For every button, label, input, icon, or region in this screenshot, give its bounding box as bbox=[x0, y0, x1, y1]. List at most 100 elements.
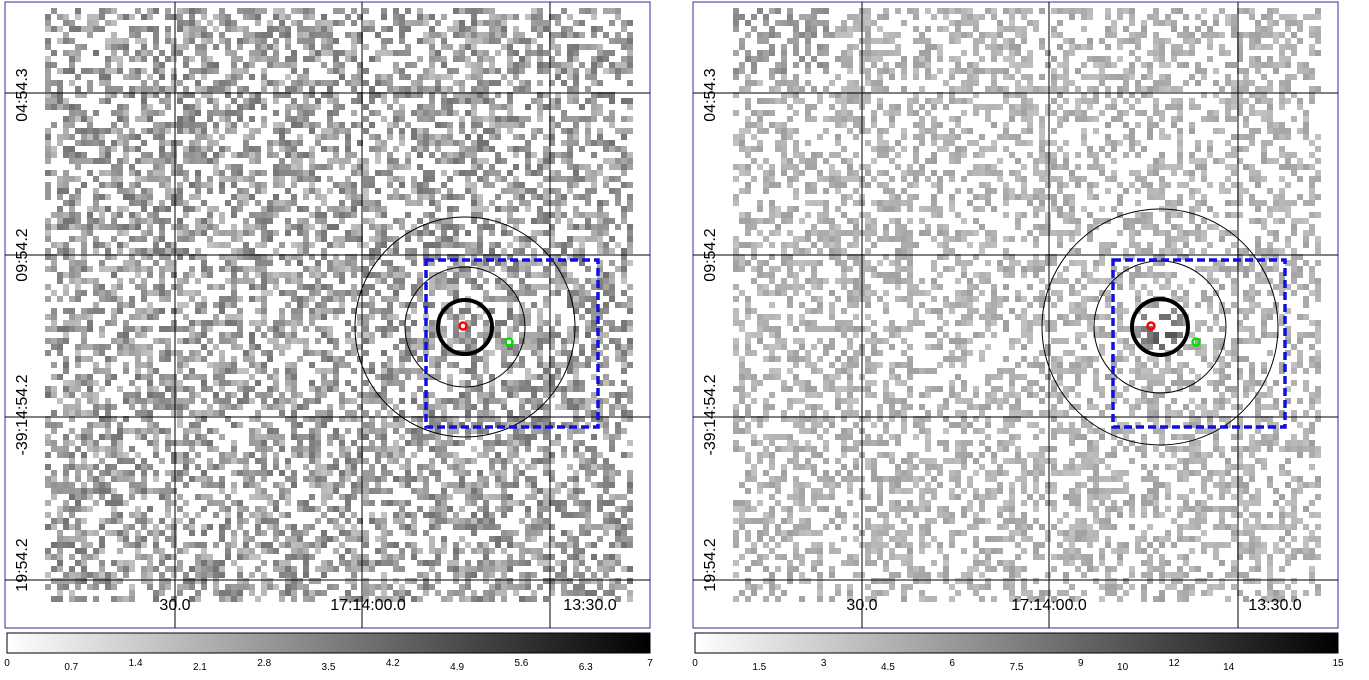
pixel bbox=[237, 188, 243, 194]
pixel bbox=[183, 230, 189, 236]
pixel bbox=[441, 158, 447, 164]
pixel bbox=[579, 224, 585, 230]
pixel bbox=[255, 308, 261, 314]
pixel bbox=[597, 134, 603, 140]
pixel bbox=[429, 14, 435, 20]
pixel bbox=[327, 332, 333, 338]
pixel bbox=[51, 542, 57, 548]
pixel bbox=[201, 302, 207, 308]
pixel bbox=[51, 488, 57, 494]
pixel bbox=[195, 104, 201, 110]
pixel bbox=[429, 230, 435, 236]
pixel bbox=[315, 506, 321, 512]
pixel bbox=[483, 176, 489, 182]
pixel bbox=[507, 386, 513, 392]
pixel bbox=[315, 188, 321, 194]
pixel bbox=[243, 26, 249, 32]
pixel bbox=[93, 218, 99, 224]
pixel bbox=[627, 38, 633, 44]
pixel bbox=[561, 26, 567, 32]
pixel bbox=[609, 272, 615, 278]
pixel bbox=[459, 128, 465, 134]
pixel bbox=[225, 398, 231, 404]
pixel bbox=[327, 506, 333, 512]
pixel bbox=[111, 290, 117, 296]
pixel bbox=[189, 32, 195, 38]
pixel bbox=[135, 50, 141, 56]
pixel bbox=[57, 68, 63, 74]
pixel bbox=[327, 482, 333, 488]
pixel bbox=[201, 548, 207, 554]
pixel bbox=[147, 266, 153, 272]
pixel bbox=[105, 182, 111, 188]
pixel bbox=[273, 332, 279, 338]
pixel bbox=[543, 464, 549, 470]
pixel bbox=[363, 410, 369, 416]
pixel bbox=[465, 182, 471, 188]
pixel bbox=[81, 152, 87, 158]
pixel bbox=[189, 110, 195, 116]
pixel bbox=[141, 308, 147, 314]
pixel bbox=[201, 122, 207, 128]
pixel bbox=[429, 542, 435, 548]
pixel bbox=[69, 512, 75, 518]
pixel bbox=[69, 110, 75, 116]
pixel bbox=[411, 308, 417, 314]
pixel bbox=[489, 512, 495, 518]
pixel bbox=[561, 482, 567, 488]
pixel bbox=[411, 392, 417, 398]
pixel bbox=[519, 32, 525, 38]
pixel bbox=[75, 446, 81, 452]
pixel bbox=[135, 542, 141, 548]
pixel bbox=[45, 482, 51, 488]
pixel bbox=[471, 500, 477, 506]
pixel bbox=[375, 206, 381, 212]
pixel bbox=[477, 8, 483, 14]
pixel bbox=[495, 68, 501, 74]
pixel bbox=[99, 332, 105, 338]
pixel bbox=[297, 260, 303, 266]
pixel bbox=[303, 32, 309, 38]
pixel bbox=[339, 290, 345, 296]
pixel bbox=[477, 494, 483, 500]
pixel bbox=[453, 278, 459, 284]
pixel bbox=[213, 206, 219, 212]
pixel bbox=[417, 116, 423, 122]
pixel bbox=[231, 284, 237, 290]
pixel bbox=[87, 122, 93, 128]
pixel bbox=[93, 302, 99, 308]
pixel bbox=[147, 410, 153, 416]
pixel bbox=[189, 530, 195, 536]
pixel bbox=[273, 38, 279, 44]
pixel bbox=[507, 230, 513, 236]
pixel bbox=[597, 44, 603, 50]
pixel bbox=[297, 500, 303, 506]
pixel bbox=[363, 332, 369, 338]
pixel bbox=[243, 224, 249, 230]
pixel bbox=[315, 98, 321, 104]
pixel bbox=[159, 164, 165, 170]
pixel bbox=[339, 398, 345, 404]
pixel bbox=[69, 122, 75, 128]
pixel bbox=[435, 134, 441, 140]
pixel bbox=[501, 266, 507, 272]
pixel bbox=[429, 38, 435, 44]
pixel bbox=[567, 530, 573, 536]
pixel bbox=[351, 200, 357, 206]
pixel bbox=[591, 104, 597, 110]
pixel bbox=[219, 230, 225, 236]
pixel bbox=[93, 368, 99, 374]
pixel bbox=[501, 380, 507, 386]
pixel bbox=[225, 14, 231, 20]
pixel bbox=[99, 344, 105, 350]
pixel bbox=[621, 218, 627, 224]
pixel bbox=[225, 74, 231, 80]
pixel bbox=[459, 272, 465, 278]
pixel bbox=[429, 104, 435, 110]
pixel bbox=[87, 224, 93, 230]
pixel bbox=[471, 44, 477, 50]
pixel bbox=[249, 398, 255, 404]
pixel bbox=[99, 536, 105, 542]
pixel bbox=[417, 506, 423, 512]
pixel bbox=[339, 392, 345, 398]
